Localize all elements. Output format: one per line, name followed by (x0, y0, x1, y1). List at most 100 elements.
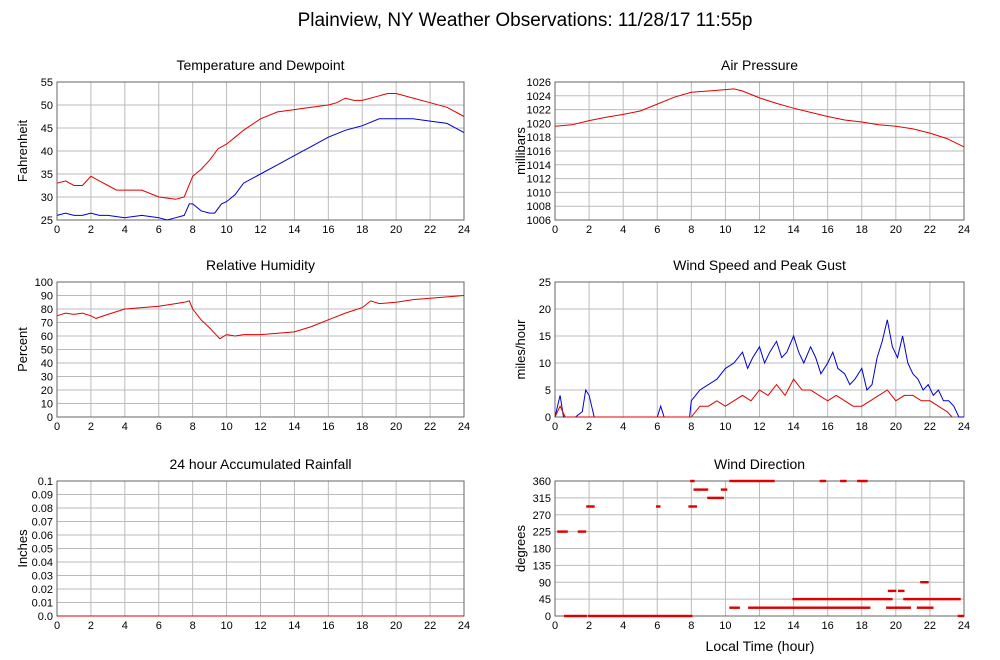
direction-point (770, 606, 773, 609)
x-tick-label: 20 (890, 224, 902, 236)
direction-point (557, 530, 560, 533)
direction-point (758, 606, 761, 609)
direction-point (823, 597, 826, 601)
direction-point (888, 606, 891, 609)
direction-point (867, 597, 871, 601)
direction-point (713, 496, 716, 500)
y-tick-label: 15 (539, 331, 551, 343)
x-tick-label: 20 (390, 224, 402, 236)
direction-point (583, 530, 587, 533)
direction-point (665, 614, 668, 618)
direction-point (868, 606, 871, 609)
direction-point (819, 597, 822, 601)
y-tick-label: 10 (539, 358, 551, 370)
y-tick-label: 50 (41, 100, 53, 112)
x-tick-label: 18 (356, 421, 368, 433)
direction-point (886, 606, 889, 609)
direction-point (754, 606, 757, 609)
direction-point (844, 479, 847, 483)
direction-point (632, 614, 636, 618)
direction-point (884, 597, 887, 601)
direction-point (916, 606, 920, 609)
direction-point (919, 597, 922, 601)
direction-point (750, 606, 753, 609)
x-tick-label: 8 (688, 224, 694, 236)
y-tick-label: 40 (41, 146, 53, 158)
chart-rain: 0 2 4 6 8 10 12 14 16 18 20 22 240.00.010.020.030.04… (15, 456, 470, 632)
direction-point (940, 597, 943, 601)
x-tick-label: 4 (620, 224, 626, 236)
direction-point (565, 530, 568, 533)
direction-point (918, 606, 922, 609)
chart-humidity: 0 2 4 6 8 10 12 14 16 18 20 22 240102030405060708090… (15, 257, 470, 433)
direction-point (587, 614, 591, 618)
direction-point (649, 614, 652, 618)
direction-point (889, 589, 893, 593)
direction-point (905, 597, 908, 601)
direction-point (880, 597, 883, 601)
x-tick-label: 18 (356, 224, 368, 236)
direction-point (735, 479, 738, 483)
direction-point (819, 479, 822, 483)
direction-point (737, 479, 740, 483)
direction-point (717, 496, 720, 500)
direction-point (651, 614, 654, 618)
y-tick-label: 0.1 (38, 476, 53, 488)
y-tick-label: 1014 (527, 160, 551, 172)
direction-point (839, 606, 842, 609)
x-tick-label: 4 (122, 421, 128, 433)
direction-point (907, 597, 910, 601)
x-tick-label: 14 (787, 620, 799, 632)
y-tick-label: 30 (41, 372, 53, 384)
series-line-red (554, 88, 965, 148)
direction-point (760, 479, 763, 483)
figure-title: Plainview, NY Weather Observations: 11/2… (298, 10, 753, 31)
y-tick-label: 0.0 (38, 611, 53, 623)
x-tick-label: 18 (856, 620, 868, 632)
direction-point (890, 606, 893, 609)
direction-point (693, 488, 696, 491)
chart-pressure: 0 2 4 6 8 10 12 14 16 18 20 22 241006100810101012101… (513, 57, 970, 236)
x-tick-label: 24 (458, 421, 470, 433)
direction-point (931, 597, 935, 601)
direction-point (645, 614, 648, 618)
y-tick-label: 270 (533, 510, 551, 522)
direction-point (952, 597, 955, 601)
x-tick-label: 10 (220, 421, 232, 433)
direction-point (800, 597, 803, 601)
direction-point (731, 479, 734, 483)
direction-point (904, 606, 907, 609)
direction-point (653, 614, 656, 618)
direction-point (896, 606, 899, 609)
x-tick-label: 20 (890, 620, 902, 632)
direction-point (829, 597, 832, 601)
y-tick-label: 90 (41, 291, 53, 303)
direction-point (774, 606, 778, 609)
direction-point (626, 614, 630, 618)
direction-point (772, 606, 775, 609)
x-tick-label: 10 (719, 421, 731, 433)
x-tick-label: 14 (288, 421, 300, 433)
direction-point (894, 606, 897, 609)
x-tick-label: 20 (890, 421, 902, 433)
direction-point (859, 479, 862, 483)
direction-point (810, 597, 814, 601)
chart-title: Wind Direction (714, 456, 805, 472)
y-tick-label: 1020 (527, 118, 551, 130)
series-line-red (554, 378, 953, 418)
direction-point (861, 606, 865, 609)
direction-point (745, 479, 749, 483)
y-tick-label: 0.02 (32, 584, 53, 596)
series-line-blue (56, 118, 465, 221)
direction-point (891, 589, 895, 593)
direction-point (869, 597, 873, 601)
direction-point (748, 606, 751, 609)
direction-point (802, 606, 805, 609)
direction-point (721, 496, 724, 500)
direction-point (814, 606, 818, 609)
direction-point (833, 606, 836, 609)
x-tick-label: 12 (753, 421, 765, 433)
direction-point (731, 606, 734, 609)
direction-point (812, 606, 816, 609)
